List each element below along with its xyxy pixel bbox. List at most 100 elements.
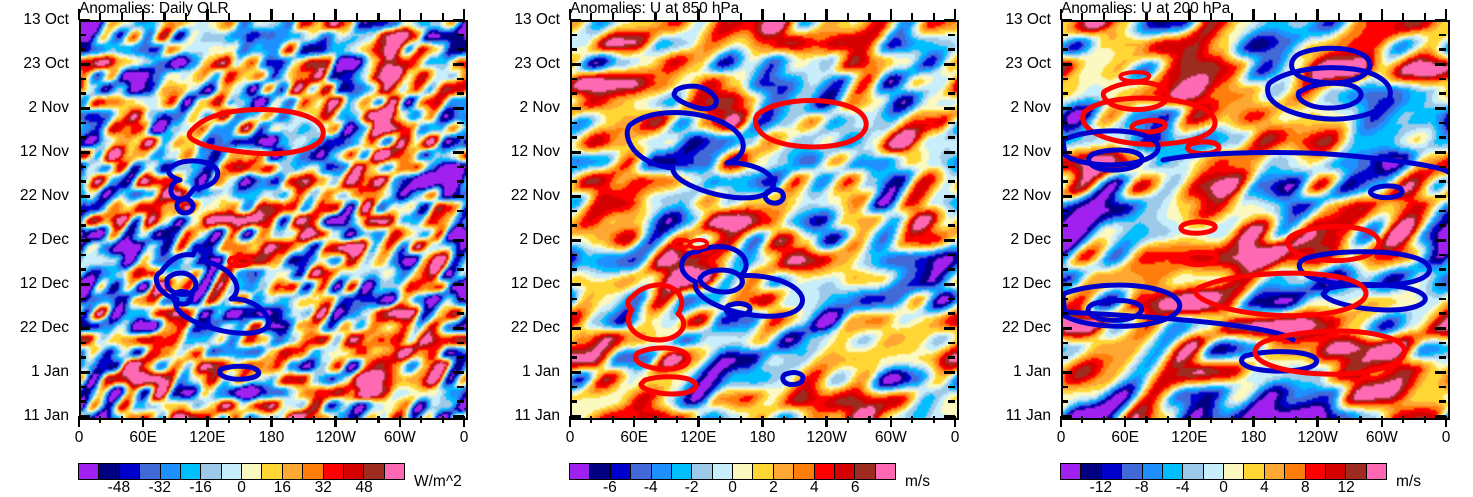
x-major-tick <box>1059 9 1063 20</box>
x-tick-label: 0 <box>565 429 575 446</box>
y-major-tick <box>453 239 464 242</box>
x-major-tick <box>1316 416 1319 427</box>
x-major-tick <box>462 416 466 427</box>
x-minor-tick <box>1273 13 1276 20</box>
x-major-tick <box>1123 9 1127 20</box>
x-minor-tick <box>99 13 102 20</box>
y-major-tick <box>1061 63 1072 66</box>
panel-title: Anomalies: U at 200 hPa <box>1061 0 1231 17</box>
y-tick-label: 13 Oct <box>514 11 560 28</box>
y-minor-tick <box>1439 297 1446 300</box>
y-major-tick <box>944 151 955 154</box>
y-major-tick <box>1435 239 1446 242</box>
y-minor-tick <box>1439 77 1446 80</box>
y-major-tick <box>570 283 581 286</box>
x-minor-tick <box>1402 416 1405 423</box>
colorbar-swatches <box>569 463 896 480</box>
contour-positive <box>1080 95 1218 147</box>
colorbar-tick-label: 6 <box>850 479 860 496</box>
x-minor-tick <box>932 13 935 20</box>
y-minor-tick <box>457 400 464 403</box>
anomaly-field <box>81 22 466 418</box>
y-minor-tick <box>457 268 464 271</box>
x-major-tick <box>697 9 700 20</box>
y-major-tick <box>1061 415 1072 418</box>
contour-positive <box>1118 70 1152 84</box>
x-major-tick <box>334 416 337 427</box>
y-minor-tick <box>948 224 955 227</box>
x-major-tick <box>141 9 145 20</box>
colorbar-swatches <box>1060 463 1387 480</box>
y-tick-label: 12 Dec <box>19 275 69 292</box>
x-minor-tick <box>1337 416 1341 423</box>
contour-positive <box>638 374 699 397</box>
x-minor-tick <box>163 416 166 423</box>
y-tick-label: 12 Nov <box>510 143 560 160</box>
y-major-tick <box>453 371 464 374</box>
colorbar-swatch <box>1183 464 1204 479</box>
y-minor-tick <box>1439 385 1446 388</box>
y-major-tick <box>944 107 955 110</box>
y-minor-tick <box>79 92 86 95</box>
x-major-tick <box>889 9 893 20</box>
y-minor-tick <box>1061 92 1068 95</box>
y-tick-label: 23 Oct <box>1005 55 1051 72</box>
y-major-tick <box>453 327 464 330</box>
colorbar-unit: W/m^2 <box>414 473 462 490</box>
colorbar-swatch <box>262 464 283 479</box>
x-major-tick <box>953 416 957 427</box>
colorbar-swatch <box>119 464 141 479</box>
x-minor-tick <box>718 13 721 20</box>
panel-title: Anomalies: Daily OLR <box>79 0 229 17</box>
contour-negative <box>164 270 199 297</box>
y-tick-label: 12 Nov <box>1001 143 1051 160</box>
x-major-tick <box>1188 9 1191 20</box>
y-tick-label: 22 Nov <box>1001 187 1051 204</box>
x-minor-tick <box>441 13 444 20</box>
y-minor-tick <box>1061 121 1068 124</box>
contour-negative <box>153 245 271 336</box>
y-tick-label: 2 Nov <box>28 99 70 116</box>
colorbar-tick-label: 12 <box>1337 479 1355 496</box>
x-major-tick <box>761 416 764 427</box>
x-minor-tick <box>1273 416 1276 423</box>
contour-overlay <box>624 83 869 397</box>
colorbar-swatch <box>1285 464 1306 479</box>
colorbar-swatch <box>201 464 222 479</box>
y-major-tick <box>79 327 90 330</box>
contour-positive <box>688 237 710 250</box>
colorbar-swatch <box>753 464 774 479</box>
y-minor-tick <box>79 136 86 139</box>
x-minor-tick <box>654 416 657 423</box>
y-minor-tick <box>570 341 577 344</box>
colorbar-tick-label: 0 <box>237 479 246 496</box>
y-tick-label: 11 Jan <box>1005 407 1051 424</box>
y-minor-tick <box>570 297 577 300</box>
y-minor-tick <box>570 77 577 80</box>
x-minor-tick <box>740 416 743 423</box>
y-minor-tick <box>948 136 955 139</box>
colorbar-swatch <box>1224 464 1245 479</box>
contour-negative <box>1063 282 1183 329</box>
y-major-tick <box>453 63 464 66</box>
colorbar-tick-label: -32 <box>148 479 171 496</box>
x-minor-tick <box>120 13 123 20</box>
x-major-tick <box>1252 9 1255 20</box>
y-tick-label: 22 Dec <box>510 319 560 336</box>
y-minor-tick <box>457 48 464 51</box>
x-minor-tick <box>1359 416 1362 423</box>
y-minor-tick <box>1061 77 1068 80</box>
y-minor-tick <box>948 400 955 403</box>
y-major-tick <box>1061 239 1072 242</box>
x-tick-label: 60E <box>620 429 648 446</box>
y-major-tick <box>944 19 955 22</box>
colorbar-swatch <box>221 464 242 479</box>
contour-negative <box>170 289 194 307</box>
x-major-tick <box>1059 416 1063 427</box>
colorbar-swatch <box>1162 464 1184 479</box>
y-minor-tick <box>948 48 955 51</box>
x-minor-tick <box>377 13 380 20</box>
colorbar-swatch <box>610 464 632 479</box>
x-major-tick <box>141 416 145 427</box>
x-major-tick <box>568 416 572 427</box>
